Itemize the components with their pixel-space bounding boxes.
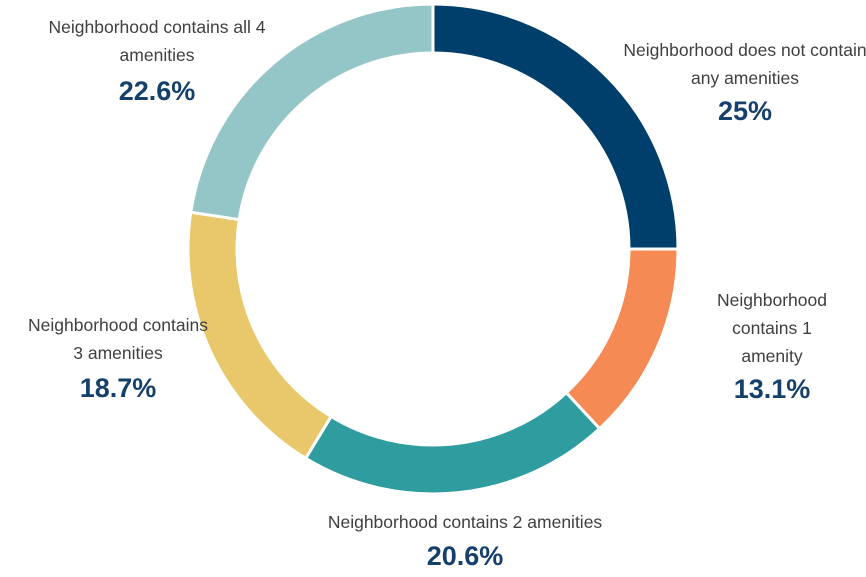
segment-label: Neighborhood contains all 4 amenities xyxy=(48,17,266,65)
value-label: 13.1% xyxy=(733,374,811,404)
segment-label: Neighborhood does not contain any amenit… xyxy=(623,40,866,88)
donut-segment xyxy=(303,390,602,496)
donut-segment xyxy=(564,247,680,431)
value-label: 18.7% xyxy=(79,373,157,403)
segment-label: Neighborhood contains 2 amenities xyxy=(327,512,603,532)
value-label: 22.6% xyxy=(118,76,196,106)
value-label: 20.6% xyxy=(426,541,504,571)
donut-segment xyxy=(189,2,435,222)
value-label: 25% xyxy=(717,96,773,126)
segment-label: Neighborhood contains 3 amenities xyxy=(28,315,208,363)
segment-label: Neighborhood contains 1 amenity xyxy=(717,290,827,366)
